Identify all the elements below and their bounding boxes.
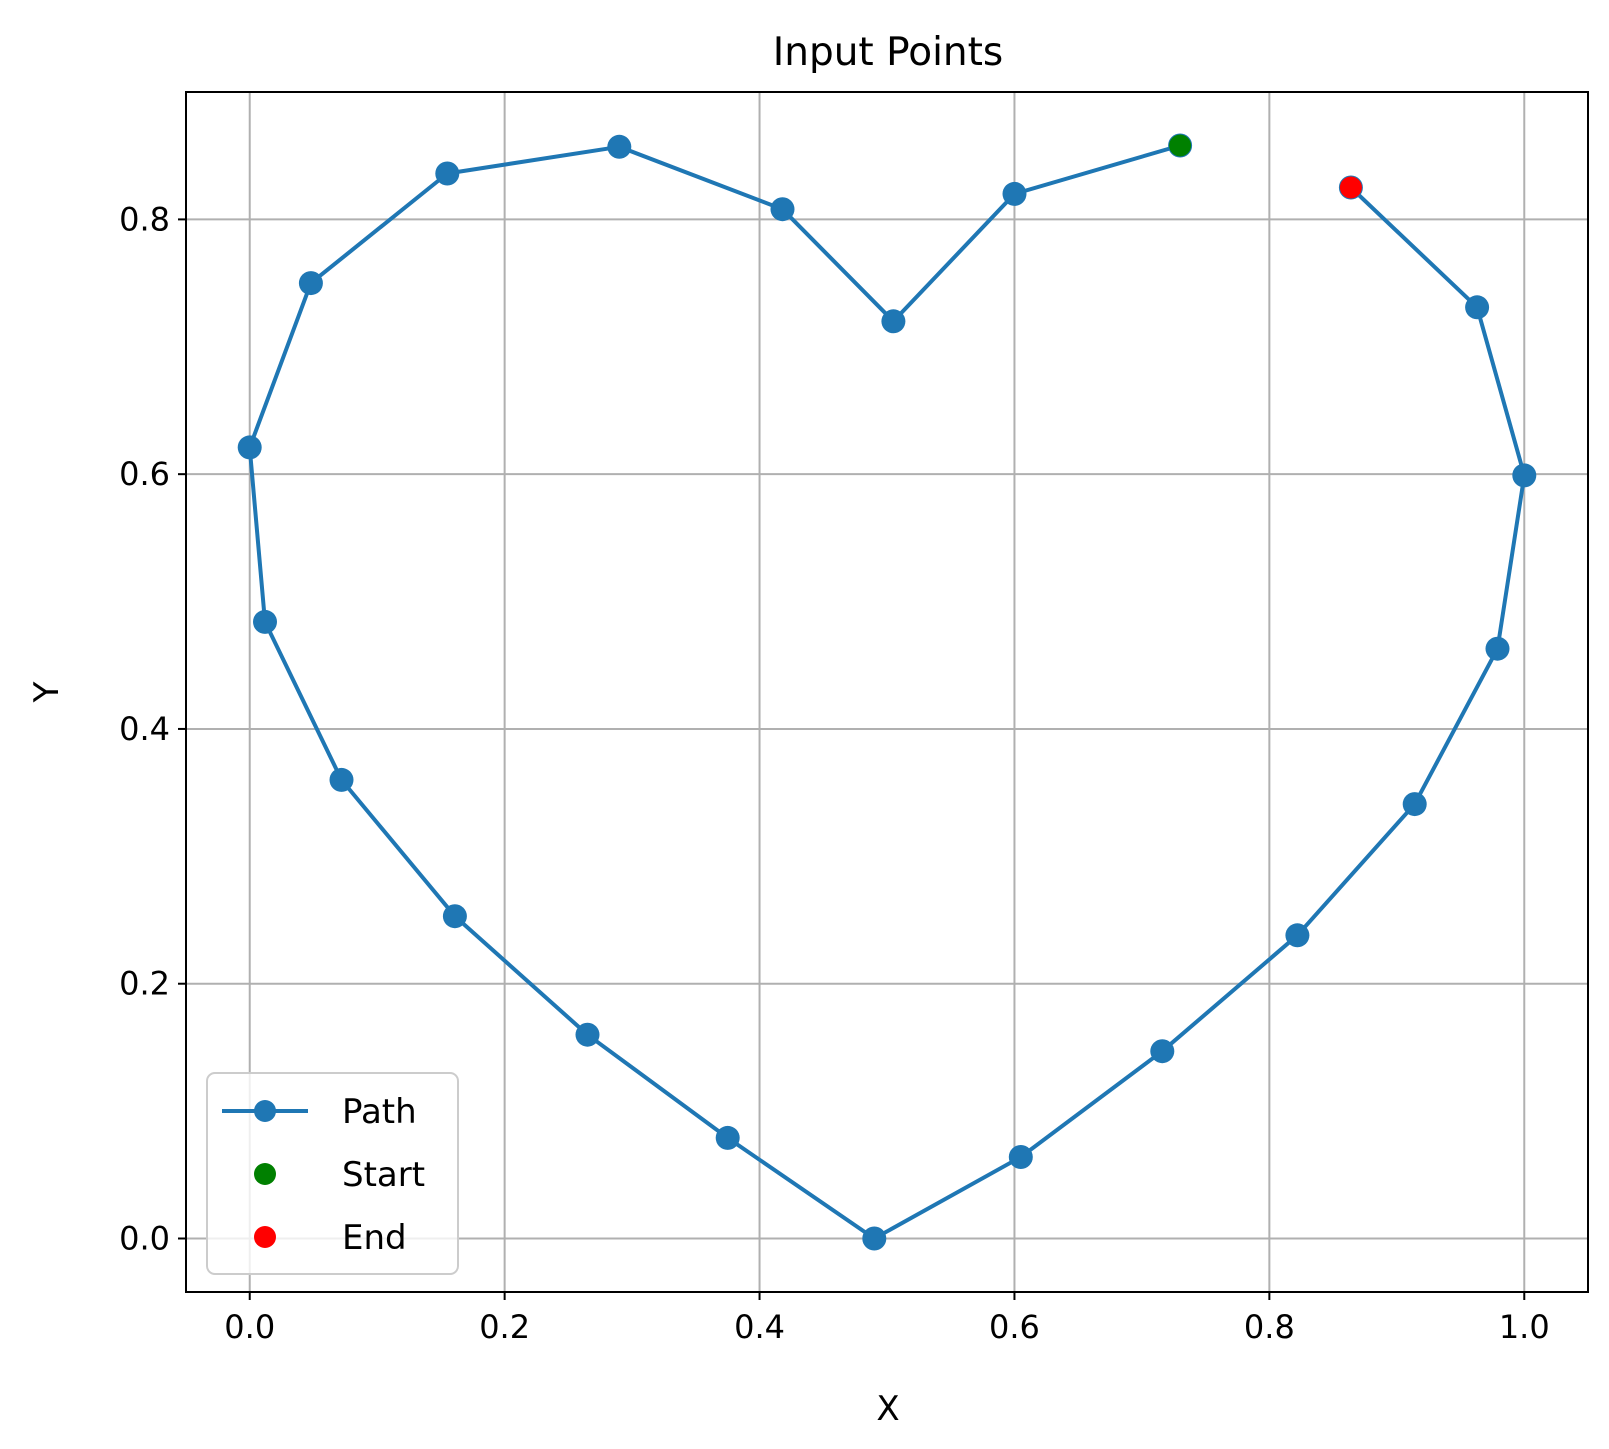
path-point	[1008, 1145, 1033, 1169]
y-tick-label: 0.4	[119, 710, 170, 748]
path-point	[1285, 923, 1310, 948]
x-tick-label: 0.2	[479, 1308, 530, 1346]
y-tick-label: 0.6	[119, 455, 170, 493]
path-point	[1150, 1039, 1175, 1064]
path-point	[1512, 463, 1537, 488]
path-point	[329, 767, 354, 792]
end-point	[1339, 176, 1362, 199]
y-tick-label: 0.0	[119, 1219, 170, 1257]
y-tick-label: 0.2	[119, 965, 170, 1003]
path-point	[607, 134, 632, 159]
path-point	[298, 271, 323, 296]
x-tick-label: 0.8	[1244, 1308, 1295, 1346]
path-line	[247, 143, 1527, 1241]
x-tick-label: 0.0	[224, 1308, 275, 1346]
grid	[186, 92, 1588, 1292]
axes-frame	[185, 91, 1589, 1293]
tick-labels: 0.0 0.2 0.4 0.6 0.8 1.0 0.0 0.2 0.4 0.6 0.8	[119, 200, 1550, 1346]
legend-frame	[206, 1072, 459, 1275]
path-point	[435, 161, 460, 186]
chart-title: Input Points	[773, 30, 1004, 75]
legend: Path Start End	[206, 1072, 459, 1275]
legend-start-marker	[254, 1163, 276, 1185]
plot-series	[237, 133, 1537, 1251]
x-tick-label: 0.6	[989, 1308, 1040, 1346]
legend-start-label: Start	[342, 1155, 425, 1195]
legend-path-marker	[254, 1100, 276, 1122]
path-point	[881, 309, 906, 334]
path-point	[1465, 295, 1490, 320]
path-point	[253, 609, 277, 634]
path-point	[1402, 792, 1427, 817]
path-point	[715, 1125, 740, 1150]
legend-path-label: Path	[342, 1092, 417, 1132]
path-point	[770, 197, 795, 222]
legend-end-label: End	[342, 1218, 407, 1258]
path-point	[237, 435, 262, 460]
x-tick-label: 1.0	[1499, 1308, 1550, 1346]
path-point	[442, 904, 467, 929]
y-tick-label: 0.8	[119, 200, 170, 238]
x-axis-label: X	[876, 1389, 899, 1429]
path-point	[1002, 181, 1027, 206]
path-point	[575, 1022, 600, 1047]
start-point	[1169, 134, 1192, 157]
path-point	[1485, 636, 1510, 661]
legend-end-marker	[254, 1226, 276, 1248]
y-axis-label: Y	[27, 681, 67, 703]
x-tick-label: 0.4	[734, 1308, 785, 1346]
path-point	[862, 1226, 887, 1251]
